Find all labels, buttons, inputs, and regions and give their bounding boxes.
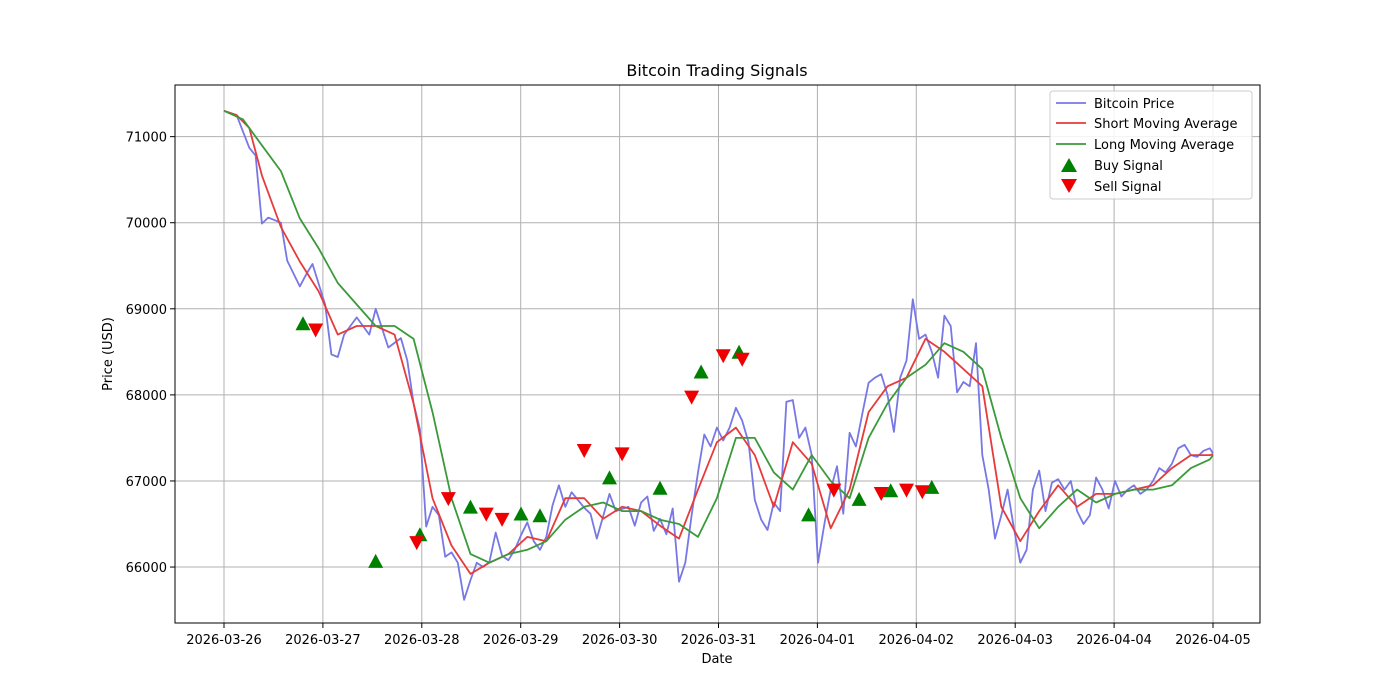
buy-signal-marker [532, 508, 548, 523]
x-tick-label: 2026-04-04 [1076, 633, 1152, 648]
sell-signal-marker [914, 485, 930, 500]
y-tick-label: 68000 [126, 389, 167, 404]
x-tick-label: 2026-03-26 [186, 633, 262, 648]
chart-title: Bitcoin Trading Signals [626, 61, 807, 80]
sell-signal-marker [826, 483, 842, 498]
grid-lines [175, 85, 1260, 623]
buy-signal-marker [801, 507, 817, 522]
y-tick-label: 70000 [126, 217, 167, 232]
y-tick-label: 69000 [126, 303, 167, 318]
x-tick-label: 2026-03-31 [681, 633, 757, 648]
y-tick-label: 66000 [126, 561, 167, 576]
x-tick-label: 2026-03-30 [582, 633, 658, 648]
x-tick-label: 2026-04-01 [780, 633, 856, 648]
legend-label-short-ma: Short Moving Average [1094, 117, 1238, 132]
legend-label-price: Bitcoin Price [1094, 97, 1174, 112]
buy-signal-marker [462, 499, 478, 514]
buy-signal-marker [652, 480, 668, 495]
x-axis: 2026-03-26 2026-03-27 2026-03-28 2026-03-29… [186, 623, 1251, 648]
y-tick-label: 67000 [126, 475, 167, 490]
series-line-long-ma [223, 109, 1214, 564]
sell-signal-marker [440, 492, 456, 507]
y-axis: 66000 67000 68000 69000 70000 71000 [126, 131, 175, 576]
legend-box [1049, 90, 1253, 200]
buy-signal-marker [295, 316, 311, 331]
buy-signal-marker [513, 506, 529, 521]
series-line-price [223, 109, 1214, 601]
legend-label-buy: Buy Signal [1094, 159, 1163, 174]
series-layer [223, 109, 1214, 601]
plot-frame [174, 84, 1261, 624]
buy-signal-marker [601, 470, 617, 485]
legend-label-sell: Sell Signal [1094, 180, 1162, 195]
x-axis-label: Date [701, 652, 732, 667]
x-tick-label: 2026-04-05 [1175, 633, 1251, 648]
legend-label-long-ma: Long Moving Average [1094, 138, 1234, 153]
y-tick-label: 71000 [126, 131, 167, 146]
sell-signal-marker [684, 390, 700, 405]
buy-signal-marker [883, 483, 899, 498]
buy-signal-marker [851, 491, 867, 506]
sell-signal-marker [478, 507, 494, 522]
sell-signal-marker [614, 447, 630, 462]
buy-signal-marker [368, 553, 384, 568]
plot-content [223, 109, 1214, 601]
sell-signal-marker [494, 512, 510, 527]
buy-signal-marker [924, 479, 940, 494]
x-tick-label: 2026-03-28 [384, 633, 460, 648]
sell-signal-marker [308, 323, 324, 338]
sell-signal-marker [576, 443, 592, 458]
sell-signal-marker [873, 487, 889, 502]
x-tick-label: 2026-04-02 [879, 633, 955, 648]
x-tick-label: 2026-03-29 [483, 633, 559, 648]
x-tick-label: 2026-04-03 [977, 633, 1053, 648]
y-axis-label: Price (USD) [101, 317, 116, 391]
x-tick-label: 2026-03-27 [285, 633, 361, 648]
legend-swatch-buy [1061, 158, 1077, 172]
sell-signal-marker [715, 349, 731, 364]
sell-signal-marker [409, 536, 425, 551]
signal-markers [295, 316, 940, 568]
sell-signal-marker [899, 483, 915, 498]
sell-signal-marker [734, 352, 750, 367]
legend-swatch-sell [1061, 179, 1077, 193]
buy-signal-marker [693, 364, 709, 379]
legend: Bitcoin Price Short Moving Average Long … [1049, 90, 1253, 200]
